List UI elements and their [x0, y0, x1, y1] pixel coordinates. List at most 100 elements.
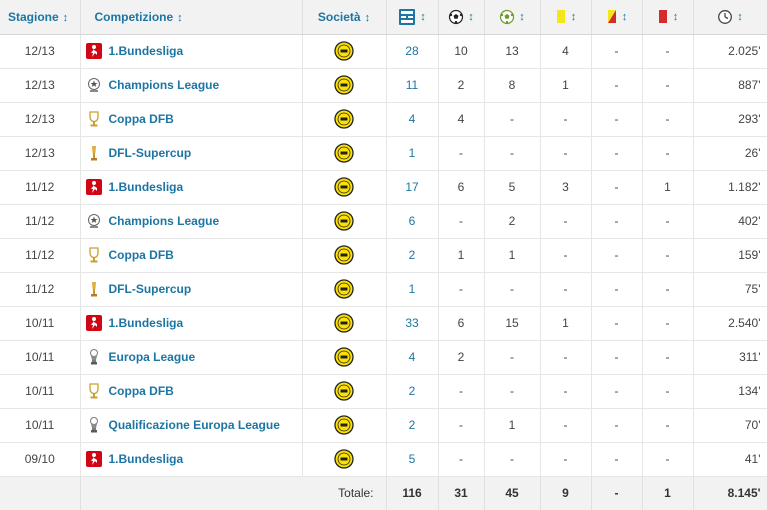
competition-link[interactable]: 1.Bundesliga	[108, 180, 184, 194]
red-cards-cell: -	[642, 306, 694, 341]
club-cell[interactable]	[302, 34, 387, 69]
competition-cell[interactable]: 1.Bundesliga	[80, 170, 303, 205]
appearances-cell[interactable]: 2	[386, 408, 439, 443]
season-cell[interactable]: 10/11	[0, 408, 81, 443]
appearances-cell[interactable]: 2	[386, 238, 439, 273]
red-cards-header[interactable]: ↕	[642, 0, 694, 35]
club-cell[interactable]	[302, 102, 387, 137]
borussia-dortmund-logo-icon	[334, 279, 354, 299]
table-row: 12/13 1.Bundesliga 28 10 13 4- -2.025'	[0, 34, 767, 69]
red-cards-cell: -	[642, 102, 694, 137]
assists-cell: 1	[484, 408, 541, 443]
club-cell[interactable]	[302, 170, 387, 205]
season-cell[interactable]: 12/13	[0, 68, 81, 103]
club-cell[interactable]	[302, 442, 387, 477]
competition-cell[interactable]: Coppa DFB	[80, 238, 303, 273]
minutes-header[interactable]: ↕	[693, 0, 767, 35]
yellow-cards-header[interactable]: ↕	[540, 0, 592, 35]
competition-link[interactable]: 1.Bundesliga	[108, 452, 184, 466]
competition-link[interactable]: Europa League	[108, 350, 196, 364]
competition-cell[interactable]: Qualificazione Europa League	[80, 408, 303, 443]
competition-link[interactable]: 1.Bundesliga	[108, 316, 184, 330]
competition-link[interactable]: 1.Bundesliga	[108, 44, 184, 58]
club-cell[interactable]	[302, 306, 387, 341]
competition-cell[interactable]: Coppa DFB	[80, 102, 303, 137]
appearances-cell[interactable]: 5	[386, 442, 439, 477]
season-cell[interactable]: 12/13	[0, 34, 81, 69]
competition-cell[interactable]: 1.Bundesliga	[80, 442, 303, 477]
competition-cell[interactable]: DFL-Supercup	[80, 136, 303, 171]
table-row: 10/11 Europa League 4 2- - - -311'	[0, 340, 767, 375]
minutes-cell: 134'	[693, 374, 767, 409]
season-cell[interactable]: 11/12	[0, 170, 81, 205]
competition-cell[interactable]: Champions League	[80, 68, 303, 103]
goals-cell: -	[438, 408, 485, 443]
minutes-cell: 159'	[693, 238, 767, 273]
season-cell[interactable]: 11/12	[0, 238, 81, 273]
season-cell[interactable]: 11/12	[0, 272, 81, 307]
club-cell[interactable]	[302, 272, 387, 307]
appearances-cell[interactable]: 1	[386, 136, 439, 171]
competition-link[interactable]: Champions League	[108, 214, 220, 228]
appearances-cell[interactable]: 28	[386, 34, 439, 69]
competition-link[interactable]: Coppa DFB	[108, 112, 174, 126]
appearances-cell[interactable]: 11	[386, 68, 439, 103]
bundesliga-logo-icon	[85, 179, 102, 195]
competition-link[interactable]: Qualificazione Europa League	[108, 418, 280, 432]
stats-body: 12/13 1.Bundesliga 28 10 13 4- -2.025' 12/13 Cha…	[0, 34, 767, 477]
borussia-dortmund-logo-icon	[334, 143, 354, 163]
competition-cell[interactable]: Coppa DFB	[80, 374, 303, 409]
club-cell[interactable]	[302, 136, 387, 171]
assists-header[interactable]: ↕	[484, 0, 541, 35]
goals-header[interactable]: ↕	[438, 0, 485, 35]
appearances-cell[interactable]: 17	[386, 170, 439, 205]
competition-header[interactable]: Competizione ↕	[80, 0, 303, 35]
goals-cell: 1	[438, 238, 485, 273]
club-cell[interactable]	[302, 238, 387, 273]
season-cell[interactable]: 12/13	[0, 136, 81, 171]
appearances-cell[interactable]: 1	[386, 272, 439, 307]
club-cell[interactable]	[302, 204, 387, 239]
competition-cell[interactable]: Champions League	[80, 204, 303, 239]
competition-cell[interactable]: 1.Bundesliga	[80, 306, 303, 341]
yellow-card-icon	[556, 9, 565, 23]
club-cell[interactable]	[302, 340, 387, 375]
red-cards-cell: -	[642, 136, 694, 171]
table-row: 10/11 Coppa DFB 2- - - - -134'	[0, 374, 767, 409]
appearances-cell[interactable]: 2	[386, 374, 439, 409]
season-cell[interactable]: 10/11	[0, 340, 81, 375]
season-cell[interactable]: 10/11	[0, 306, 81, 341]
club-cell[interactable]	[302, 408, 387, 443]
competition-cell[interactable]: 1.Bundesliga	[80, 34, 303, 69]
assists-cell: 2	[484, 204, 541, 239]
appearances-cell[interactable]: 33	[386, 306, 439, 341]
club-header[interactable]: Società ↕	[302, 0, 387, 35]
yellow-cards-cell: -	[540, 238, 592, 273]
appearances-cell[interactable]: 4	[386, 340, 439, 375]
competition-cell[interactable]: Europa League	[80, 340, 303, 375]
competition-link[interactable]: Champions League	[108, 78, 220, 92]
appearances-header[interactable]: ↕	[386, 0, 439, 35]
season-header-label: Stagione	[8, 9, 59, 24]
competition-link[interactable]: DFL-Supercup	[108, 146, 192, 160]
appearances-cell[interactable]: 4	[386, 102, 439, 137]
competition-link[interactable]: Coppa DFB	[108, 384, 174, 398]
appearances-cell[interactable]: 6	[386, 204, 439, 239]
season-cell[interactable]: 10/11	[0, 374, 81, 409]
yellow-red-cards-header[interactable]: ↕	[591, 0, 643, 35]
goals-cell: 2	[438, 340, 485, 375]
competition-link[interactable]: Coppa DFB	[108, 248, 174, 262]
season-cell[interactable]: 09/10	[0, 442, 81, 477]
competition-cell[interactable]: DFL-Supercup	[80, 272, 303, 307]
borussia-dortmund-logo-icon	[334, 449, 354, 469]
club-cell[interactable]	[302, 374, 387, 409]
yellow-cards-cell: -	[540, 204, 592, 239]
club-cell[interactable]	[302, 68, 387, 103]
minutes-cell: 2.540'	[693, 306, 767, 341]
table-row: 11/12 1.Bundesliga 17 6 5 3-1 1.182'	[0, 170, 767, 205]
season-cell[interactable]: 11/12	[0, 204, 81, 239]
season-cell[interactable]: 12/13	[0, 102, 81, 137]
total-goals: 31	[438, 475, 485, 510]
season-header[interactable]: Stagione ↕	[0, 0, 81, 35]
competition-link[interactable]: DFL-Supercup	[108, 282, 192, 296]
